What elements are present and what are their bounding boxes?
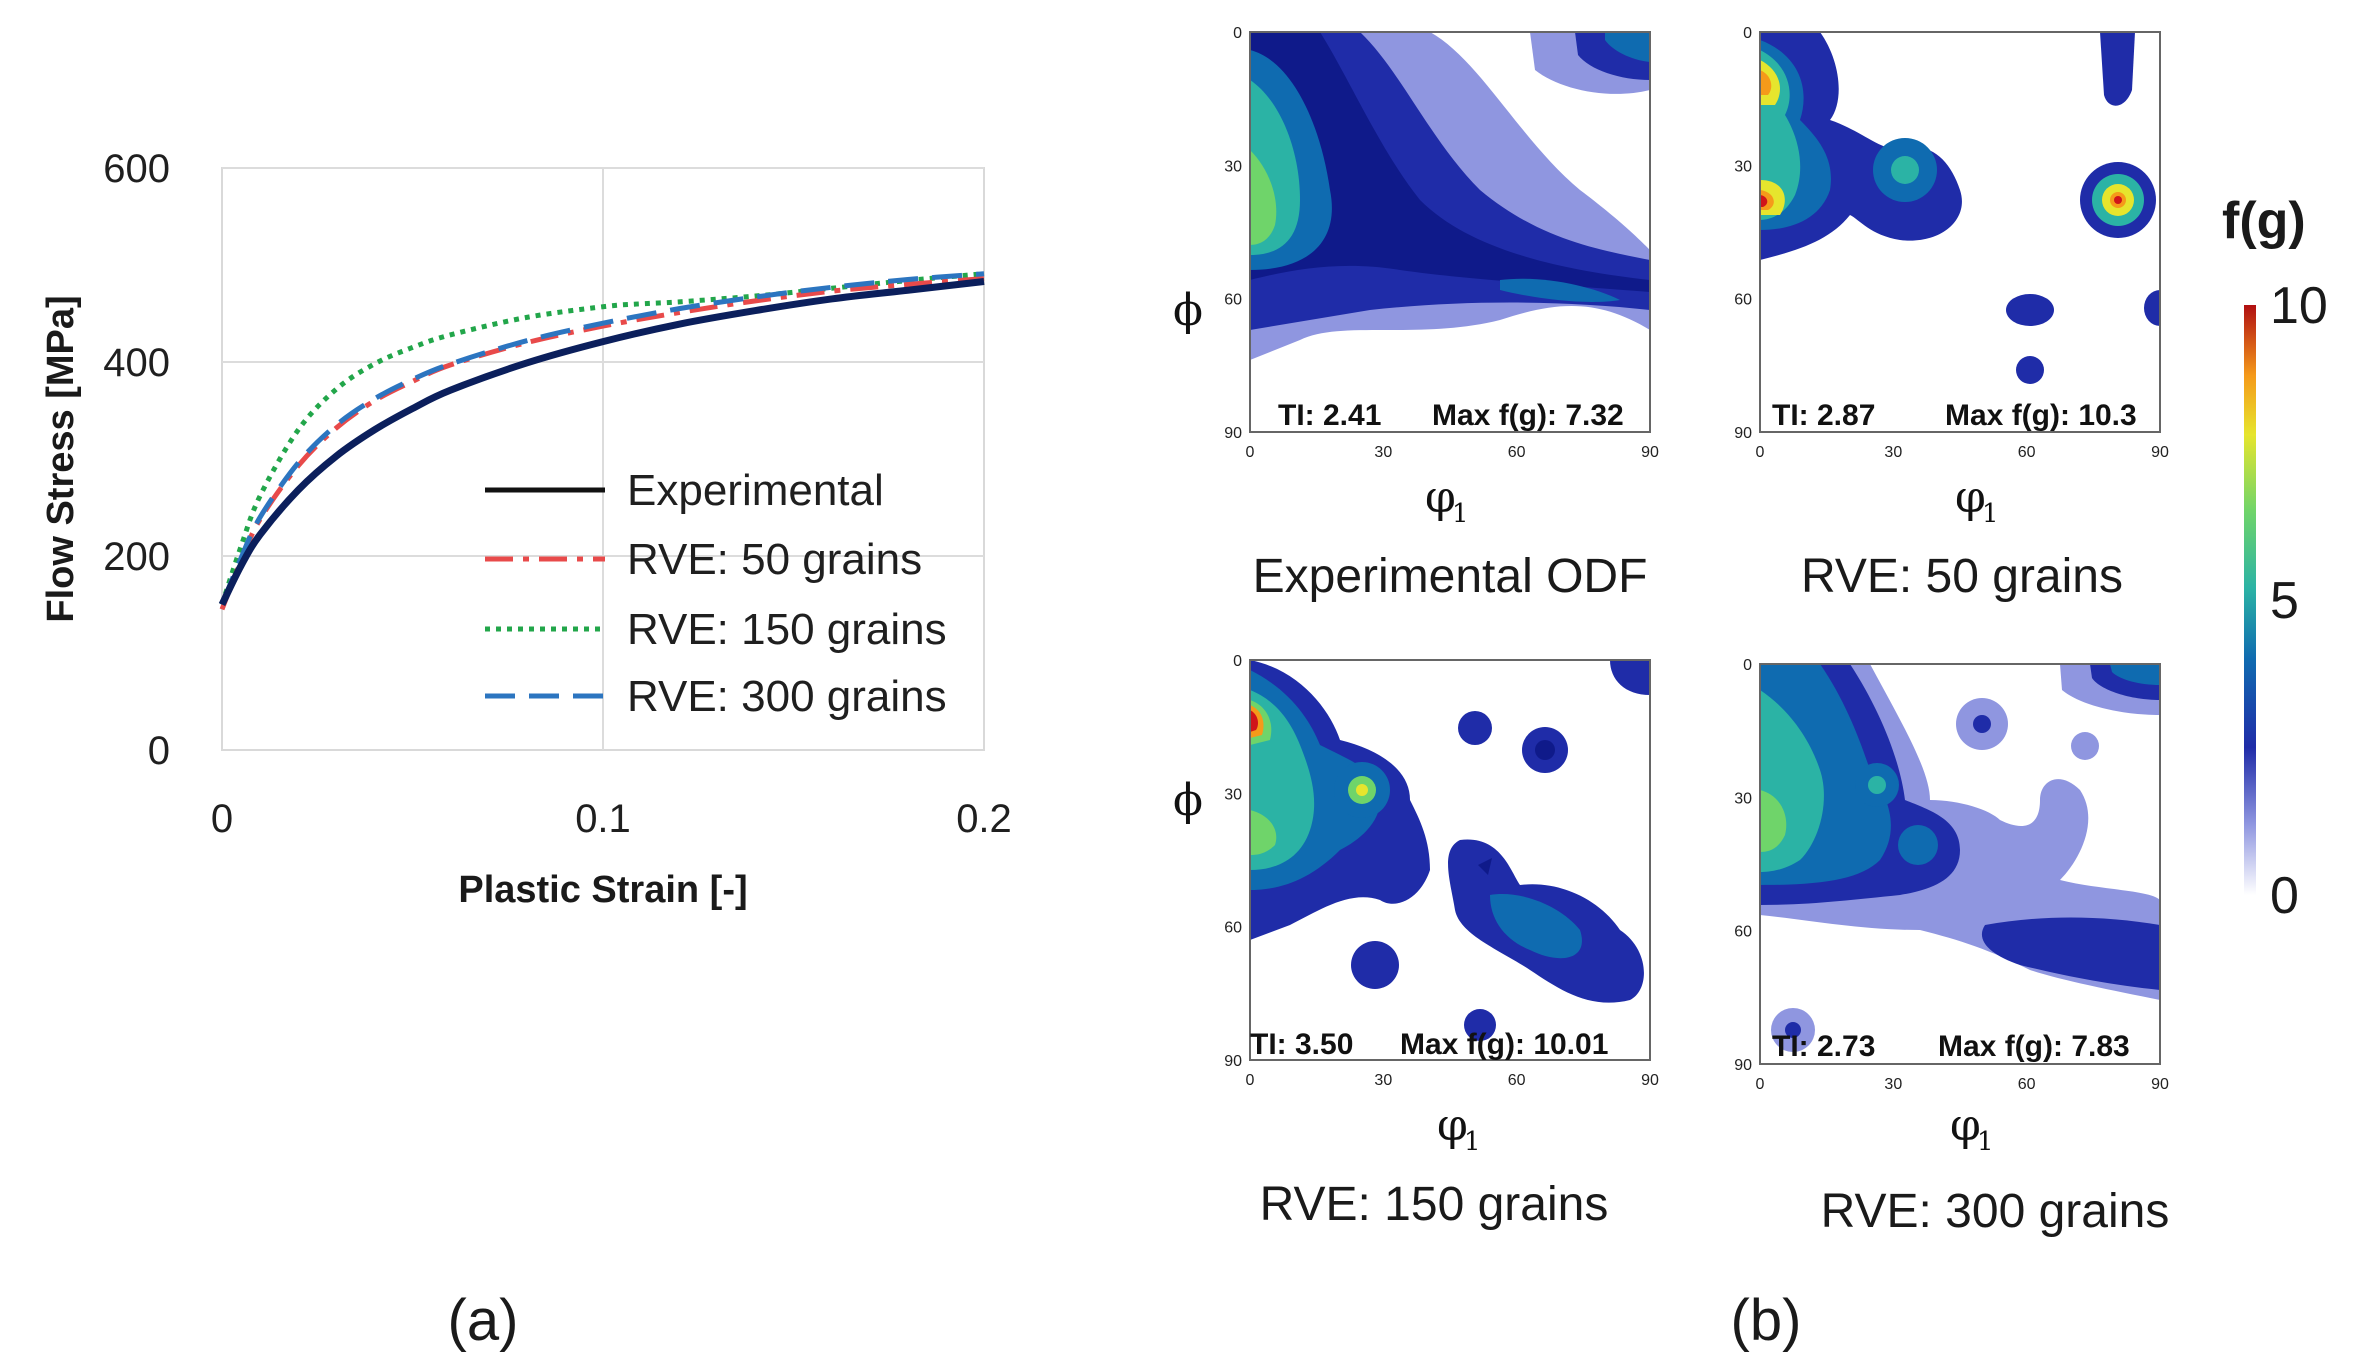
odf-ti-4: TI: 2.73 [1772, 1030, 1875, 1063]
odf-x-tick: 30 [1884, 444, 1902, 461]
odf-ti-2: TI: 2.87 [1772, 399, 1875, 432]
x-tick-label: 0.1 [575, 797, 631, 841]
svg-text:1: 1 [1977, 1127, 1994, 1157]
odf-map-rve-150 [1250, 660, 1650, 1060]
odf-y-tick: 0 [1233, 653, 1242, 670]
colorbar-tick-label: 5 [2270, 572, 2299, 630]
odf-frame-1 [1249, 31, 1651, 433]
grid-lines [222, 167, 984, 750]
odf-x-tick: 90 [1641, 1072, 1659, 1089]
odf-y-tick: 30 [1224, 786, 1242, 803]
odf-y-tick: 90 [1224, 1053, 1242, 1070]
svg-text:1: 1 [1982, 499, 1999, 529]
odf-xlabel-1: φ 1 [1425, 472, 1469, 529]
odf-ti-3: TI: 3.50 [1250, 1028, 1353, 1061]
odf-y-tick: 0 [1743, 657, 1752, 674]
legend-label-rve-150: RVE: 150 grains [627, 605, 947, 654]
odf-frame-2 [1759, 31, 2161, 433]
svg-text:φ: φ [1425, 472, 1456, 523]
odf-caption-3: RVE: 150 grains [1260, 1178, 1609, 1231]
odf-y-tick: 30 [1224, 158, 1242, 175]
odf-xlabel-2: φ 1 [1955, 472, 1999, 529]
odf-x-tick: 0 [1756, 1076, 1765, 1093]
svg-text:φ: φ [1955, 472, 1986, 523]
odf-x-tick: 0 [1246, 1072, 1255, 1089]
flow-stress-chart: 0 200 400 600 0 0.1 0.2 Flow Stress [MPa] Pla… [40, 147, 1012, 1353]
panel-label-a: (a) [448, 1288, 519, 1353]
svg-text:φ: φ [1950, 1100, 1981, 1151]
odf-max-3: Max f(g): 10.01 [1400, 1028, 1608, 1061]
odf-x-tick: 90 [2151, 444, 2169, 461]
panel-label-b: (b) [1731, 1288, 1802, 1353]
odf-y-tick: 90 [1734, 425, 1752, 442]
odf-max-1: Max f(g): 7.32 [1432, 399, 1624, 432]
odf-max-2: Max f(g): 10.3 [1945, 399, 2137, 432]
odf-x-tick: 30 [1374, 444, 1392, 461]
series-line-rve-150-grains [219, 271, 985, 606]
odf-xlabel-3: φ 1 [1437, 1100, 1481, 1157]
odf-caption-2: RVE: 50 grains [1801, 550, 2123, 603]
svg-text:1: 1 [1464, 1127, 1481, 1157]
odf-caption-4: RVE: 300 grains [1821, 1185, 2170, 1238]
odf-y-tick: 30 [1734, 790, 1752, 807]
odf-x-tick: 0 [1246, 444, 1255, 461]
odf-frame-3 [1249, 659, 1651, 1061]
y-tick-label: 200 [103, 535, 170, 579]
odf-xlabel-4: φ 1 [1950, 1100, 1994, 1157]
x-axis-label: Plastic Strain [-] [458, 869, 747, 911]
x-tick-labels: 0 0.1 0.2 [211, 797, 1012, 841]
odf-x-tick: 0 [1756, 444, 1765, 461]
x-tick-label: 0.2 [956, 797, 1012, 841]
odf-map-rve-300 [1760, 664, 2160, 1064]
odf-max-4: Max f(g): 7.83 [1938, 1030, 2130, 1063]
odf-map-experimental [1250, 32, 1650, 432]
odf-x-tick: 60 [2018, 1076, 2036, 1093]
series-line-experimental [218, 278, 985, 607]
odf-frame-4 [1759, 663, 2161, 1065]
legend-label-experimental: Experimental [627, 466, 884, 515]
odf-y-tick: 30 [1734, 158, 1752, 175]
odf-y-tick: 90 [1224, 425, 1242, 442]
odf-x-tick: 90 [2151, 1076, 2169, 1093]
odf-x-tick: 60 [2018, 444, 2036, 461]
odf-ylabel-3: ϕ [1173, 775, 1203, 826]
svg-text:φ: φ [1437, 1100, 1468, 1151]
legend-label-rve-50: RVE: 50 grains [627, 535, 922, 584]
odf-y-tick: 60 [1734, 292, 1752, 309]
colorbar-tick-label: 10 [2270, 277, 2328, 335]
odf-map-rve-50 [1760, 32, 2160, 432]
odf-y-tick: 60 [1734, 924, 1752, 941]
odf-y-tick: 60 [1224, 920, 1242, 937]
odf-ti-1: TI: 2.41 [1278, 399, 1381, 432]
legend-label-rve-300: RVE: 300 grains [627, 672, 947, 721]
series-line-rve-300-grains [219, 271, 985, 606]
series-lines [218, 271, 985, 611]
colorbar-tick-label: 0 [2270, 867, 2299, 925]
y-tick-label: 0 [148, 729, 170, 773]
odf-tick-labels: 0030306060909000303060609090003030606090… [1224, 25, 2169, 1093]
odf-x-tick: 90 [1641, 444, 1659, 461]
odf-y-tick: 60 [1224, 292, 1242, 309]
odf-x-tick: 30 [1884, 1076, 1902, 1093]
odf-y-tick: 90 [1734, 1057, 1752, 1074]
odf-x-tick: 60 [1508, 1072, 1526, 1089]
colorbar-title: f(g) [2222, 192, 2306, 250]
colorbar: f(g) 0 5 10 [2222, 192, 2328, 925]
x-tick-label: 0 [211, 797, 233, 841]
svg-text:1: 1 [1452, 499, 1469, 529]
colorbar-ticks: 0 5 10 [2270, 277, 2328, 925]
odf-y-tick: 0 [1233, 25, 1242, 42]
y-tick-labels: 0 200 400 600 [103, 147, 170, 773]
odf-y-tick: 0 [1743, 25, 1752, 42]
odf-x-tick: 60 [1508, 444, 1526, 461]
colorbar-gradient [2244, 305, 2256, 895]
odf-ylabel-1: ϕ [1173, 285, 1203, 336]
legend: Experimental RVE: 50 grains RVE: 150 gra… [485, 466, 947, 721]
odf-caption-1: Experimental ODF [1253, 550, 1648, 603]
odf-x-tick: 30 [1374, 1072, 1392, 1089]
y-tick-label: 600 [103, 147, 170, 191]
y-tick-label: 400 [103, 341, 170, 385]
y-axis-label: Flow Stress [MPa] [40, 295, 82, 622]
